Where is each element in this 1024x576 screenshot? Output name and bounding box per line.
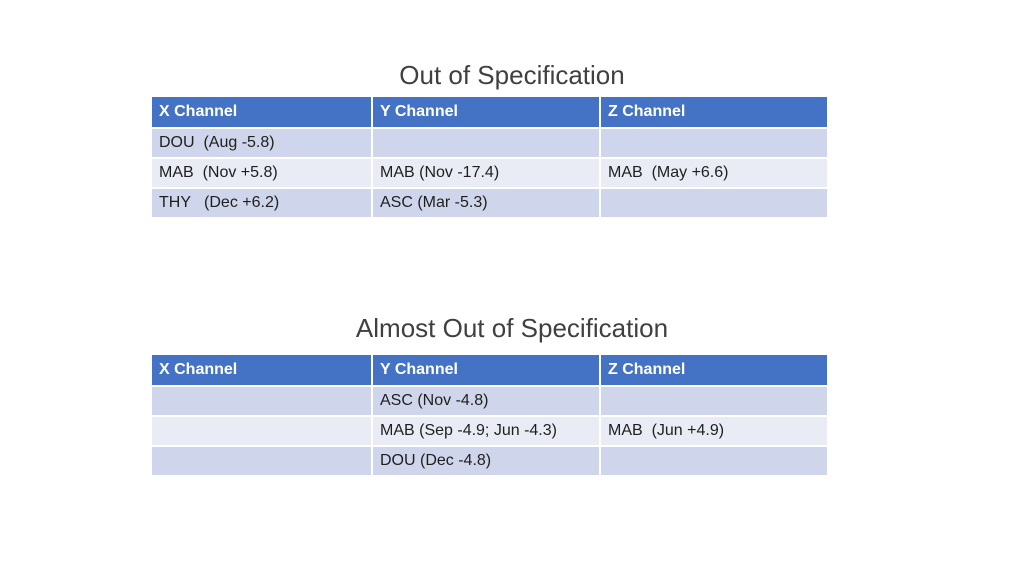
table-cell: DOU (Aug -5.8): [152, 128, 373, 159]
table-cell: MAB (Sep -4.9; Jun -4.3): [372, 416, 601, 447]
table-row: THY (Dec +6.2) ASC (Mar -5.3): [152, 188, 827, 219]
table-cell: THY (Dec +6.2): [152, 188, 373, 219]
table-cell: [600, 188, 827, 219]
table-cell: [152, 416, 373, 447]
column-header-x-channel: X Channel: [152, 355, 373, 387]
out-of-spec-title: Out of Specification: [399, 60, 625, 90]
table-cell: MAB (May +6.6): [600, 158, 827, 189]
table-header-row: X Channel Y Channel Z Channel: [152, 355, 827, 387]
table-header-row: X Channel Y Channel Z Channel: [152, 97, 827, 129]
table-row: DOU (Aug -5.8): [152, 128, 827, 159]
table-cell: [600, 386, 827, 417]
column-header-x-channel: X Channel: [152, 97, 373, 129]
table-cell: [600, 128, 827, 159]
table-row: MAB (Sep -4.9; Jun -4.3) MAB (Jun +4.9): [152, 416, 827, 447]
table-row: MAB (Nov +5.8) MAB (Nov -17.4) MAB (May …: [152, 158, 827, 189]
table-cell: [152, 446, 373, 477]
table-cell: [600, 446, 827, 477]
column-header-y-channel: Y Channel: [372, 355, 601, 387]
table-cell: ASC (Mar -5.3): [372, 188, 601, 219]
table-cell: ASC (Nov -4.8): [372, 386, 601, 417]
table-row: DOU (Dec -4.8): [152, 446, 827, 477]
table-cell: [152, 386, 373, 417]
out-of-spec-table: X Channel Y Channel Z Channel DOU (Aug -…: [152, 97, 827, 219]
column-header-z-channel: Z Channel: [600, 97, 827, 129]
table-row: ASC (Nov -4.8): [152, 386, 827, 417]
table-cell: [372, 128, 601, 159]
table-cell: MAB (Nov -17.4): [372, 158, 601, 189]
almost-out-of-spec-table: X Channel Y Channel Z Channel ASC (Nov -…: [152, 355, 827, 477]
table-cell: MAB (Jun +4.9): [600, 416, 827, 447]
column-header-z-channel: Z Channel: [600, 355, 827, 387]
almost-out-of-spec-title: Almost Out of Specification: [355, 313, 669, 343]
column-header-y-channel: Y Channel: [372, 97, 601, 129]
table-cell: DOU (Dec -4.8): [372, 446, 601, 477]
table-cell: MAB (Nov +5.8): [152, 158, 373, 189]
